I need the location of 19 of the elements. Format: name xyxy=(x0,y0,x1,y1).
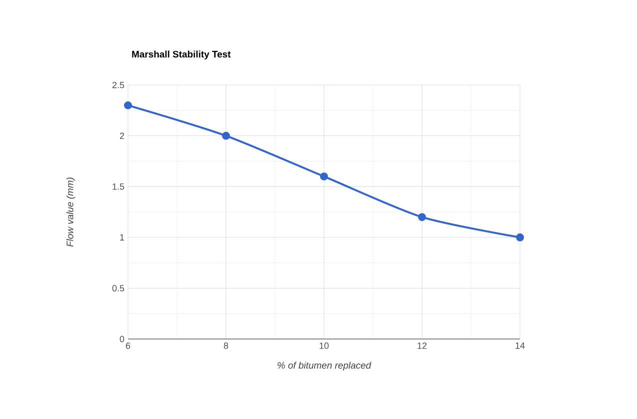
chart-title: Marshall Stability Test xyxy=(132,50,231,60)
x-tick-label: 14 xyxy=(516,342,525,349)
point xyxy=(320,172,328,180)
x-tick-label: 8 xyxy=(224,342,228,349)
point xyxy=(124,101,132,110)
x-tick-label: 10 xyxy=(320,342,329,349)
y-axis-title: Flow value (mm) xyxy=(66,178,76,247)
y-tick-label: 2 xyxy=(120,132,124,139)
point xyxy=(222,132,230,140)
y-tick-label: 2.5 xyxy=(112,82,124,88)
x-axis-title: % of bitumen replaced xyxy=(278,362,372,371)
x-tick-label: 6 xyxy=(126,342,130,349)
y-tick-label: 1 xyxy=(120,234,124,240)
x-tick-label: 12 xyxy=(418,342,427,349)
y-tick-label: 0 xyxy=(120,336,124,342)
y-tick-label: 1.5 xyxy=(112,183,124,190)
point xyxy=(516,233,524,242)
y-tick-label: 0.5 xyxy=(112,285,124,292)
point xyxy=(418,213,426,222)
